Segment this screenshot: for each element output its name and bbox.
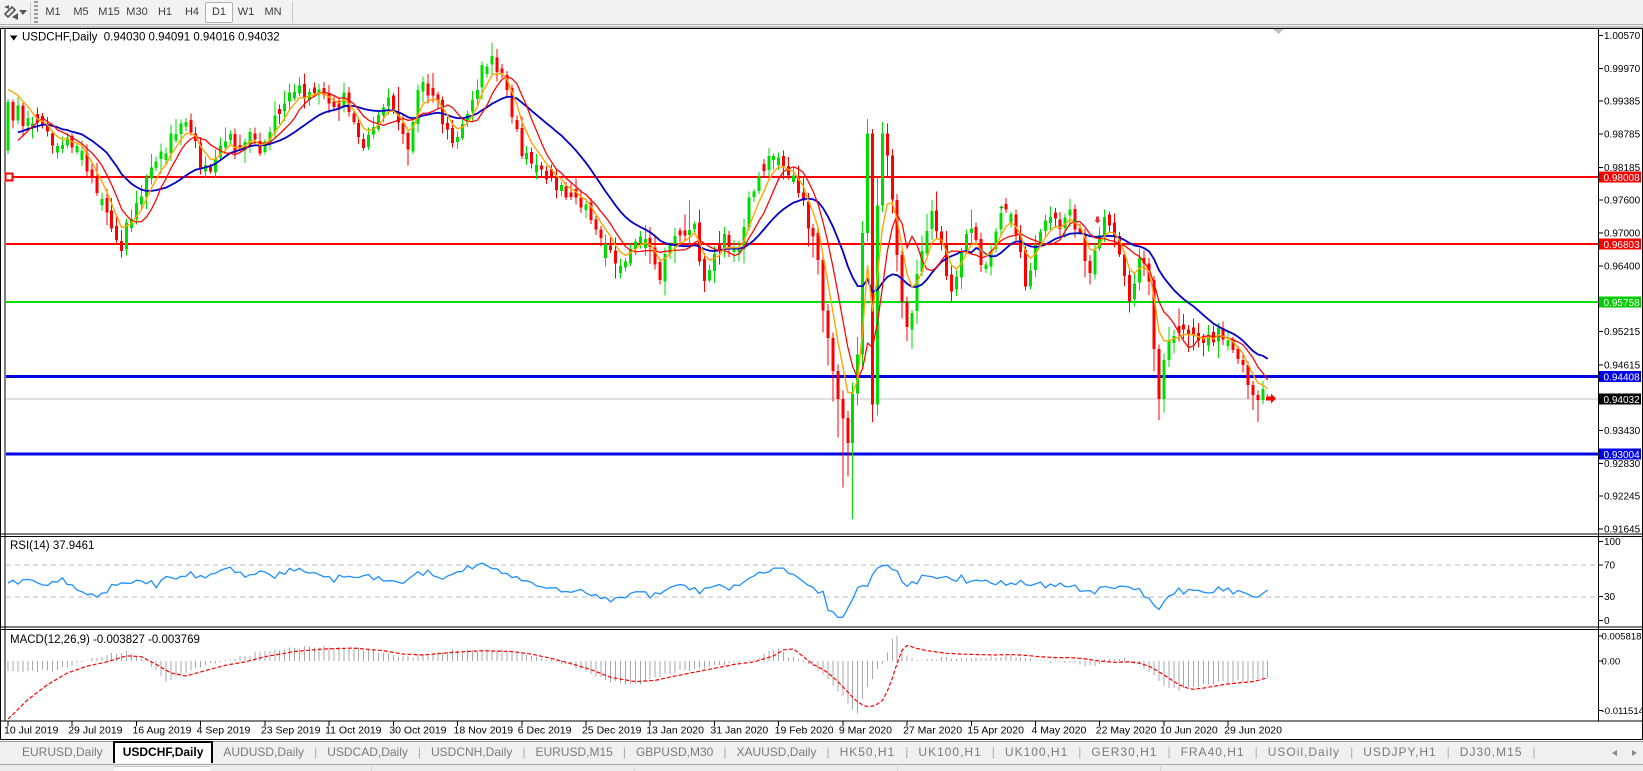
svg-text:0.98008: 0.98008 (1604, 173, 1641, 184)
svg-text:1.00570: 1.00570 (1604, 31, 1641, 42)
svg-text:11 Oct 2019: 11 Oct 2019 (325, 725, 382, 737)
svg-text:0.93430: 0.93430 (1604, 426, 1641, 437)
svg-text:4 May 2020: 4 May 2020 (1032, 725, 1087, 737)
svg-text:19 Feb 2020: 19 Feb 2020 (775, 725, 834, 737)
svg-text:0.94032: 0.94032 (1604, 395, 1641, 406)
svg-text:0.96803: 0.96803 (1604, 240, 1641, 251)
svg-text:13 Jan 2020: 13 Jan 2020 (646, 725, 704, 737)
svg-text:6 Dec 2019: 6 Dec 2019 (518, 725, 572, 737)
svg-text:31 Jan 2020: 31 Jan 2020 (710, 725, 768, 737)
svg-text:10 Jul 2019: 10 Jul 2019 (4, 725, 58, 737)
svg-text:70: 70 (1604, 561, 1616, 572)
svg-text:4 Sep 2019: 4 Sep 2019 (197, 725, 251, 737)
svg-text:-0.011514: -0.011514 (1602, 706, 1643, 717)
svg-text:29 Jul 2019: 29 Jul 2019 (68, 725, 122, 737)
svg-text:100: 100 (1604, 537, 1621, 548)
svg-text:USDCHF,Daily 0.94030 0.94091: USDCHF,Daily 0.94030 0.94091 0.94016 0.9… (22, 32, 280, 44)
svg-text:MACD(12,26,9) -0.003827 -0.003: MACD(12,26,9) -0.003827 -0.003769 (10, 634, 200, 646)
svg-text:30 Oct 2019: 30 Oct 2019 (389, 725, 446, 737)
svg-text:30: 30 (1604, 592, 1616, 603)
svg-text:0.97600: 0.97600 (1604, 195, 1641, 206)
svg-text:0.97000: 0.97000 (1604, 228, 1641, 239)
svg-text:0.99385: 0.99385 (1604, 97, 1641, 108)
svg-text:0.92245: 0.92245 (1604, 491, 1641, 502)
svg-text:29 Jun 2020: 29 Jun 2020 (1224, 725, 1282, 737)
svg-text:10 Jun 2020: 10 Jun 2020 (1160, 725, 1218, 737)
svg-text:0.93004: 0.93004 (1604, 450, 1641, 461)
svg-text:0.95758: 0.95758 (1604, 298, 1641, 309)
svg-text:23 Sep 2019: 23 Sep 2019 (261, 725, 321, 737)
svg-text:9 Mar 2020: 9 Mar 2020 (839, 725, 892, 737)
svg-text:0.94408: 0.94408 (1604, 372, 1641, 383)
svg-text:0.92830: 0.92830 (1604, 459, 1641, 470)
svg-text:RSI(14) 37.9461: RSI(14) 37.9461 (10, 540, 94, 552)
svg-text:0.94615: 0.94615 (1604, 360, 1641, 371)
svg-text:0: 0 (1604, 616, 1610, 627)
svg-text:0.98185: 0.98185 (1604, 163, 1641, 174)
svg-text:0.95215: 0.95215 (1604, 327, 1641, 338)
svg-text:15 Apr 2020: 15 Apr 2020 (967, 725, 1024, 737)
svg-text:0.91645: 0.91645 (1604, 525, 1641, 536)
svg-text:27 Mar 2020: 27 Mar 2020 (903, 725, 962, 737)
svg-text:25 Dec 2019: 25 Dec 2019 (582, 725, 642, 737)
svg-text:0.98785: 0.98785 (1604, 130, 1641, 141)
svg-text:22 May 2020: 22 May 2020 (1096, 725, 1157, 737)
svg-text:0.005818: 0.005818 (1602, 631, 1642, 642)
svg-text:16 Aug 2019: 16 Aug 2019 (132, 725, 191, 737)
svg-text:0.96400: 0.96400 (1604, 262, 1641, 273)
svg-text:0.00: 0.00 (1602, 657, 1621, 668)
svg-text:18 Nov 2019: 18 Nov 2019 (454, 725, 514, 737)
svg-text:0.99970: 0.99970 (1604, 64, 1641, 75)
